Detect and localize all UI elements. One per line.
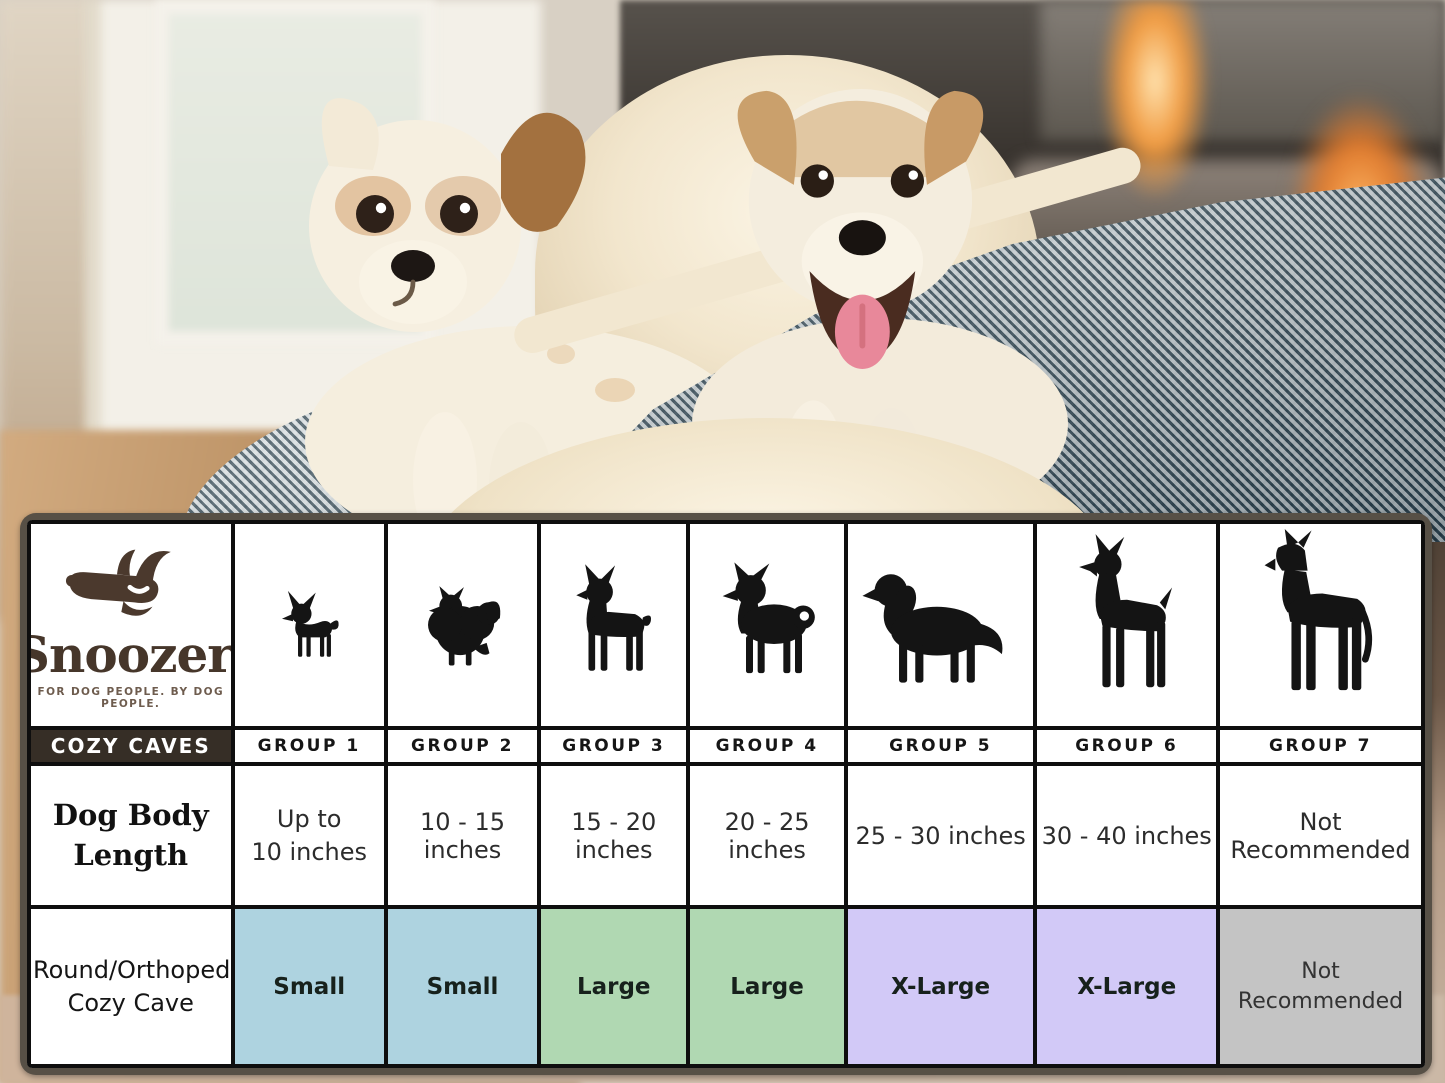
group7-size: Not Recommended xyxy=(1216,905,1425,1068)
shiba-inu-silhouette-icon xyxy=(722,562,815,674)
brand-tagline: FOR DOG PEOPLE. BY DOG PEOPLE. xyxy=(37,685,225,710)
group4-size: Large xyxy=(686,905,848,1068)
group6-size: X-Large xyxy=(1033,905,1221,1068)
group6-silhouette-cell xyxy=(1033,520,1221,730)
recommended-size-row: Round/Orthopedic Cozy Cave Small Small L… xyxy=(27,905,1425,1068)
brand-cell: Snoozer® FOR DOG PEOPLE. BY DOG PEOPLE. xyxy=(27,520,235,730)
group6-body-length: 30 - 40 inches xyxy=(1033,761,1221,910)
group-label-row: COZY CAVES GROUP 1 GROUP 2 GROUP 3 GROUP… xyxy=(27,725,1425,766)
group4-label: GROUP 4 xyxy=(686,725,848,766)
group4-body-length: 20 - 25 inches xyxy=(686,761,848,910)
group1-size: Small xyxy=(230,905,388,1068)
group1-label: GROUP 1 xyxy=(230,725,388,766)
group7-silhouette-cell xyxy=(1216,520,1425,730)
section-label: COZY CAVES xyxy=(27,725,235,766)
doberman-silhouette-icon xyxy=(1078,534,1172,688)
group3-body-length: 15 - 20 inches xyxy=(537,761,691,910)
sizing-table: Snoozer® FOR DOG PEOPLE. BY DOG PEOPLE. xyxy=(27,520,1425,1068)
brand-wordmark: Snoozer® xyxy=(29,624,233,684)
group3-label: GROUP 3 xyxy=(537,725,691,766)
group4-silhouette-cell xyxy=(686,520,848,730)
group5-label: GROUP 5 xyxy=(843,725,1038,766)
group7-body-length: Not Recommended xyxy=(1216,761,1425,910)
great-dane-silhouette-icon xyxy=(1264,528,1372,691)
group1-silhouette-cell xyxy=(230,520,388,730)
snoozer-dog-logo-icon xyxy=(65,549,171,616)
group6-label: GROUP 6 xyxy=(1033,725,1221,766)
group2-label: GROUP 2 xyxy=(383,725,542,766)
group3-silhouette-cell xyxy=(537,520,691,730)
group3-size: Large xyxy=(537,905,691,1068)
group2-size: Small xyxy=(383,905,542,1068)
chihuahua-silhouette-icon xyxy=(282,590,339,657)
product-row-header: Round/Orthopedic Cozy Cave xyxy=(27,905,235,1068)
boston-terrier-silhouette-icon xyxy=(576,564,651,671)
body-length-row: Dog Body Length Up to 10 inches 10 - 15 … xyxy=(27,761,1425,910)
group1-body-length: Up to 10 inches xyxy=(230,761,388,910)
body-length-row-header: Dog Body Length xyxy=(27,761,235,910)
sizing-chart-frame: Snoozer® FOR DOG PEOPLE. BY DOG PEOPLE. xyxy=(20,513,1432,1075)
group5-size: X-Large xyxy=(843,905,1038,1068)
pomeranian-silhouette-icon xyxy=(427,586,500,666)
group5-silhouette-cell xyxy=(843,520,1038,730)
golden-retriever-silhouette-icon xyxy=(862,574,1003,683)
group2-silhouette-cell xyxy=(383,520,542,730)
silhouette-row: Snoozer® FOR DOG PEOPLE. BY DOG PEOPLE. xyxy=(27,520,1425,730)
group7-label: GROUP 7 xyxy=(1216,725,1425,766)
group5-body-length: 25 - 30 inches xyxy=(843,761,1038,910)
group2-body-length: 10 - 15 inches xyxy=(383,761,542,910)
